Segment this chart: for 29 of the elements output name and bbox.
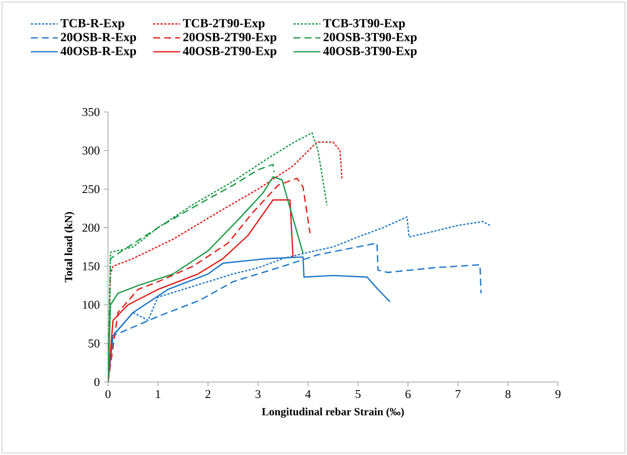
x-tick-label: 7 [456, 390, 461, 398]
x-axis-title: Longitudinal rebar Strain (‰) [262, 408, 404, 418]
x-tick-label: 8 [505, 390, 511, 398]
y-tick-label: 300 [82, 146, 100, 155]
legend-label: 20OSB-3T90-Exp [324, 32, 417, 44]
y-tick-label: 100 [83, 300, 100, 309]
legend-label: TCB-R-Exp [60, 18, 124, 30]
legend-label: 40OSB-3T90-Exp [323, 46, 417, 58]
legend-label: TCB-2T90-Exp [182, 18, 265, 30]
legend-label: 40OSB-2T90-Exp [182, 46, 276, 58]
y-tick-label: 350 [82, 108, 100, 116]
y-tick-label: 250 [82, 185, 100, 194]
legend-label: 20OSB-R-Exp [60, 32, 136, 44]
legend-label: TCB-3T90-Exp [323, 18, 405, 30]
x-tick-label: 1 [156, 390, 160, 398]
legend-label: 20OSB-2T90-Exp [183, 32, 276, 44]
y-tick-label: 50 [88, 339, 100, 348]
x-tick-label: 9 [555, 390, 560, 398]
x-tick-label: 4 [305, 390, 311, 398]
y-axis-title: Total load (kN) [64, 212, 74, 282]
x-tick-label: 3 [256, 390, 261, 398]
x-tick-label: 0 [105, 390, 111, 398]
y-tick-label: 200 [82, 224, 100, 232]
x-tick-label: 2 [206, 390, 210, 398]
x-tick-label: 6 [406, 390, 411, 398]
legend-label: 40OSB-R-Exp [60, 46, 136, 58]
y-tick-label: 0 [94, 378, 100, 386]
x-tick-label: 5 [356, 390, 361, 398]
y-tick-label: 150 [83, 262, 100, 270]
